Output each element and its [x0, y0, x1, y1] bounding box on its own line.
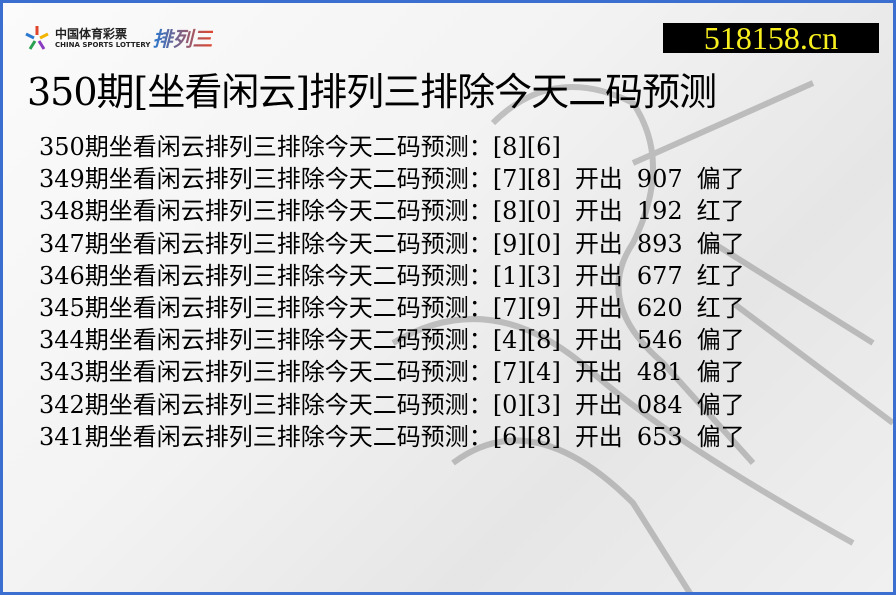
list-item: 346期坐看闲云排列三排除今天二码预测：[1][3] 开出 677 红了 [39, 260, 759, 292]
row-open-label: 开出 [574, 197, 623, 226]
logo-brand-text: 排列三 [153, 23, 213, 52]
row-label: 345期坐看闲云排列三排除今天二码预测： [39, 293, 493, 322]
row-pick: [1][3] [492, 261, 561, 290]
row-open-label: 开出 [574, 358, 623, 387]
row-label: 343期坐看闲云排列三排除今天二码预测： [39, 358, 493, 387]
row-status: 红了 [696, 261, 745, 290]
row-open-label: 开出 [574, 422, 623, 451]
row-label: 347期坐看闲云排列三排除今天二码预测： [39, 229, 493, 258]
row-pick: [7][4] [492, 358, 561, 387]
list-item: 348期坐看闲云排列三排除今天二码预测：[8][0] 开出 192 红了 [39, 195, 759, 227]
row-status: 红了 [696, 293, 745, 322]
row-result: 084 [636, 390, 683, 419]
row-status: 偏了 [696, 165, 745, 194]
prediction-list: 350期坐看闲云排列三排除今天二码预测：[8][6] 349期坐看闲云排列三排除今… [39, 131, 759, 453]
row-pick: [4][8] [492, 326, 561, 355]
page-title: 350期[坐看闲云]排列三排除今天二码预测 [27, 70, 717, 114]
row-label: 350期坐看闲云排列三排除今天二码预测： [39, 133, 493, 161]
row-result: 620 [636, 293, 683, 322]
list-item: 349期坐看闲云排列三排除今天二码预测：[7][8] 开出 907 偏了 [39, 163, 759, 195]
list-item: 345期坐看闲云排列三排除今天二码预测：[7][9] 开出 620 红了 [39, 292, 759, 324]
row-pick: [6][8] [492, 422, 561, 451]
row-label: 349期坐看闲云排列三排除今天二码预测： [39, 165, 493, 194]
row-result: 192 [636, 197, 683, 226]
row-status: 红了 [696, 197, 745, 226]
row-result: 653 [636, 422, 683, 451]
china-sports-lottery-logo: 中国体育彩票 CHINA SPORTS LOTTERY 排列三 [23, 23, 213, 52]
row-pick: [7][9] [492, 293, 561, 322]
row-result: 893 [636, 229, 683, 258]
row-open-label: 开出 [574, 165, 623, 194]
row-open-label: 开出 [574, 326, 623, 355]
row-status: 偏了 [696, 390, 745, 419]
row-label: 344期坐看闲云排列三排除今天二码预测： [39, 326, 493, 355]
list-item: 341期坐看闲云排列三排除今天二码预测：[6][8] 开出 653 偏了 [39, 421, 759, 453]
row-status: 偏了 [696, 422, 745, 451]
list-item: 347期坐看闲云排列三排除今天二码预测：[9][0] 开出 893 偏了 [39, 228, 759, 260]
row-label: 346期坐看闲云排列三排除今天二码预测： [39, 261, 493, 290]
list-item: 344期坐看闲云排列三排除今天二码预测：[4][8] 开出 546 偏了 [39, 324, 759, 356]
logo-cn-text: 中国体育彩票 [55, 26, 128, 41]
row-open-label: 开出 [574, 229, 623, 258]
logo-en-text: CHINA SPORTS LOTTERY [55, 40, 151, 49]
row-label: 342期坐看闲云排列三排除今天二码预测： [39, 390, 493, 419]
list-item: 343期坐看闲云排列三排除今天二码预测：[7][4] 开出 481 偏了 [39, 356, 759, 388]
row-pick: [7][8] [492, 165, 561, 194]
row-pick: [9][0] [492, 229, 561, 258]
row-status: 偏了 [696, 358, 745, 387]
row-result: 546 [636, 326, 683, 355]
row-result: 481 [636, 358, 683, 387]
row-open-label: 开出 [574, 390, 623, 419]
row-pick: [8][6] [492, 133, 561, 161]
row-pick: [8][0] [492, 197, 561, 226]
site-watermark: 518158.cn [663, 22, 879, 54]
row-status: 偏了 [696, 229, 745, 258]
list-item: 350期坐看闲云排列三排除今天二码预测：[8][6] [39, 131, 759, 163]
row-pick: [0][3] [492, 390, 561, 419]
lottery-star-icon [25, 25, 49, 50]
row-result: 677 [636, 261, 683, 290]
row-result: 907 [636, 165, 683, 194]
row-status: 偏了 [696, 326, 745, 355]
row-open-label: 开出 [574, 261, 623, 290]
background-sketch [391, 80, 893, 592]
row-label: 348期坐看闲云排列三排除今天二码预测： [39, 197, 493, 226]
row-open-label: 开出 [574, 293, 623, 322]
row-label: 341期坐看闲云排列三排除今天二码预测： [39, 422, 493, 451]
list-item: 342期坐看闲云排列三排除今天二码预测：[0][3] 开出 084 偏了 [39, 389, 759, 421]
